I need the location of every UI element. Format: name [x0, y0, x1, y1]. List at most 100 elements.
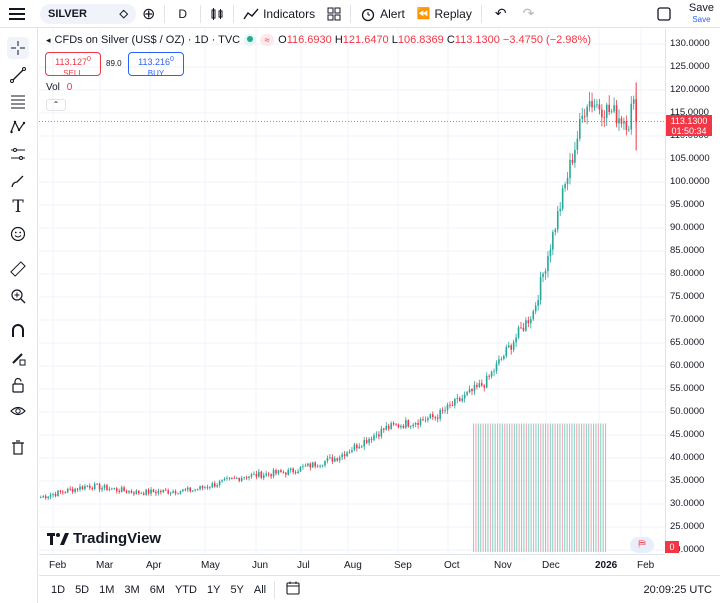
magnet-icon[interactable] [7, 320, 29, 342]
candle-body [591, 101, 593, 108]
emoji-icon[interactable] [7, 223, 29, 245]
candle-body [209, 487, 211, 489]
volume-bar [578, 423, 580, 552]
range-button-3m[interactable]: 3M [124, 583, 140, 596]
eye-icon[interactable] [7, 400, 29, 422]
time-tick-label: Mar [96, 560, 114, 571]
diamond-icon[interactable]: ◇ [119, 8, 128, 20]
text-icon[interactable]: T [12, 197, 24, 217]
volume-bar [509, 423, 511, 552]
goto-date-icon[interactable] [278, 581, 308, 598]
menu-icon[interactable] [0, 0, 34, 28]
pencil-lock-icon[interactable] [7, 347, 29, 369]
range-button-ytd[interactable]: YTD [174, 583, 197, 596]
price-chart[interactable] [39, 29, 665, 554]
candle-body [204, 487, 206, 489]
indicators-button[interactable]: Indicators [237, 0, 321, 28]
change-value: −3.4750 (−2.98%) [502, 34, 591, 46]
candle-body [118, 490, 120, 492]
fullscreen-icon[interactable] [651, 0, 677, 28]
utc-clock[interactable]: 20:09:25 UTC [643, 583, 712, 596]
sell-button[interactable]: 113.1270 SELL [45, 52, 101, 78]
candle-body [123, 487, 125, 491]
brush-icon[interactable] [7, 170, 29, 192]
candle-body [331, 457, 334, 462]
volume-bar [504, 423, 506, 552]
candle-body [473, 384, 476, 392]
lock-icon[interactable] [7, 374, 29, 396]
volume-bar [540, 423, 542, 552]
candle-body [89, 485, 91, 488]
candle-body [133, 492, 135, 495]
volume-bar [581, 423, 583, 552]
candle-body [390, 423, 392, 429]
candle-body [409, 426, 412, 427]
range-button-all[interactable]: All [253, 583, 267, 596]
candle-body [444, 410, 446, 412]
candle-body [407, 420, 410, 427]
collapse-legend-button[interactable]: ⌃ [46, 99, 66, 111]
replay-button[interactable]: ⏪ Replay [411, 0, 478, 28]
candle-body [520, 327, 522, 329]
candle-body [608, 104, 610, 113]
undo-icon[interactable]: ↶ [494, 5, 507, 21]
candle-body [603, 117, 606, 119]
candle-body [618, 118, 620, 124]
crosshair-icon[interactable] [7, 37, 29, 59]
trash-icon[interactable] [7, 436, 29, 458]
save-button[interactable]: Save Save [677, 0, 720, 28]
volume-bar [530, 423, 532, 552]
candle-body [581, 115, 584, 120]
trend-line-icon[interactable] [7, 64, 29, 86]
redo-icon[interactable]: ↷ [522, 5, 535, 21]
symbol-search-button[interactable]: SILVER ◇ [40, 3, 136, 24]
range-button-1m[interactable]: 1M [99, 583, 115, 596]
price-axis[interactable] [665, 29, 720, 554]
ohlc-values: O116.6930 H121.6470 L106.8369 C113.1300 … [278, 34, 591, 46]
ruler-icon[interactable] [7, 258, 29, 280]
candle-body [311, 462, 314, 468]
alert-label: Alert [380, 6, 405, 21]
price-tick-label: 60.0000 [670, 360, 705, 371]
candle-body [530, 319, 532, 324]
volume-bar [523, 423, 525, 552]
candle-body [588, 101, 591, 107]
alert-button[interactable]: Alert [354, 0, 411, 28]
range-button-1d[interactable]: 1D [51, 583, 66, 596]
candle-body [253, 473, 255, 475]
layout-grid-icon[interactable] [321, 0, 347, 28]
tv-mark-icon [47, 532, 69, 545]
price-tick-label: 90.0000 [670, 222, 705, 233]
time-axis[interactable]: Feb Mar Apr May Jun Jul Aug Sep Oct Nov Dec 2026 Feb [39, 554, 665, 574]
price-tick-label: 125.0000 [670, 61, 710, 72]
candle-body [314, 462, 316, 467]
candle-body [481, 383, 483, 386]
interval-button[interactable]: D [178, 6, 188, 21]
candle-body [561, 188, 564, 209]
fib-lines-icon[interactable] [7, 90, 29, 112]
candle-body [547, 256, 549, 272]
symbol-description[interactable]: CFDs on Silver (US$ / OZ) · 1D · TVC [54, 34, 241, 46]
candle-body [613, 105, 615, 112]
pattern-icon[interactable] [7, 116, 29, 138]
zoom-in-icon[interactable] [7, 285, 29, 307]
collapse-arrow-icon[interactable]: ◂ [46, 34, 51, 45]
candle-body [187, 487, 189, 490]
range-button-5y[interactable]: 5Y [230, 583, 244, 596]
candle-body [498, 359, 500, 364]
volume-value: 0 [66, 82, 73, 93]
time-tick-label: Feb [49, 560, 67, 571]
candle-body [270, 474, 272, 477]
range-button-6m[interactable]: 6M [149, 583, 165, 596]
candle-body [221, 479, 223, 482]
forecast-icon[interactable] [7, 143, 29, 165]
flag-icon[interactable]: ⛿ [630, 537, 654, 553]
range-button-5d[interactable]: 5D [75, 583, 90, 596]
buy-button[interactable]: 113.2160 BUY [128, 52, 184, 78]
price-tick-label: 130.0000 [670, 38, 710, 49]
compare-add-icon[interactable]: ⊕ [142, 5, 156, 23]
divider [164, 4, 166, 23]
range-button-1y[interactable]: 1Y [206, 583, 221, 596]
candle-style-icon[interactable] [204, 0, 230, 28]
candle-body [96, 483, 98, 485]
